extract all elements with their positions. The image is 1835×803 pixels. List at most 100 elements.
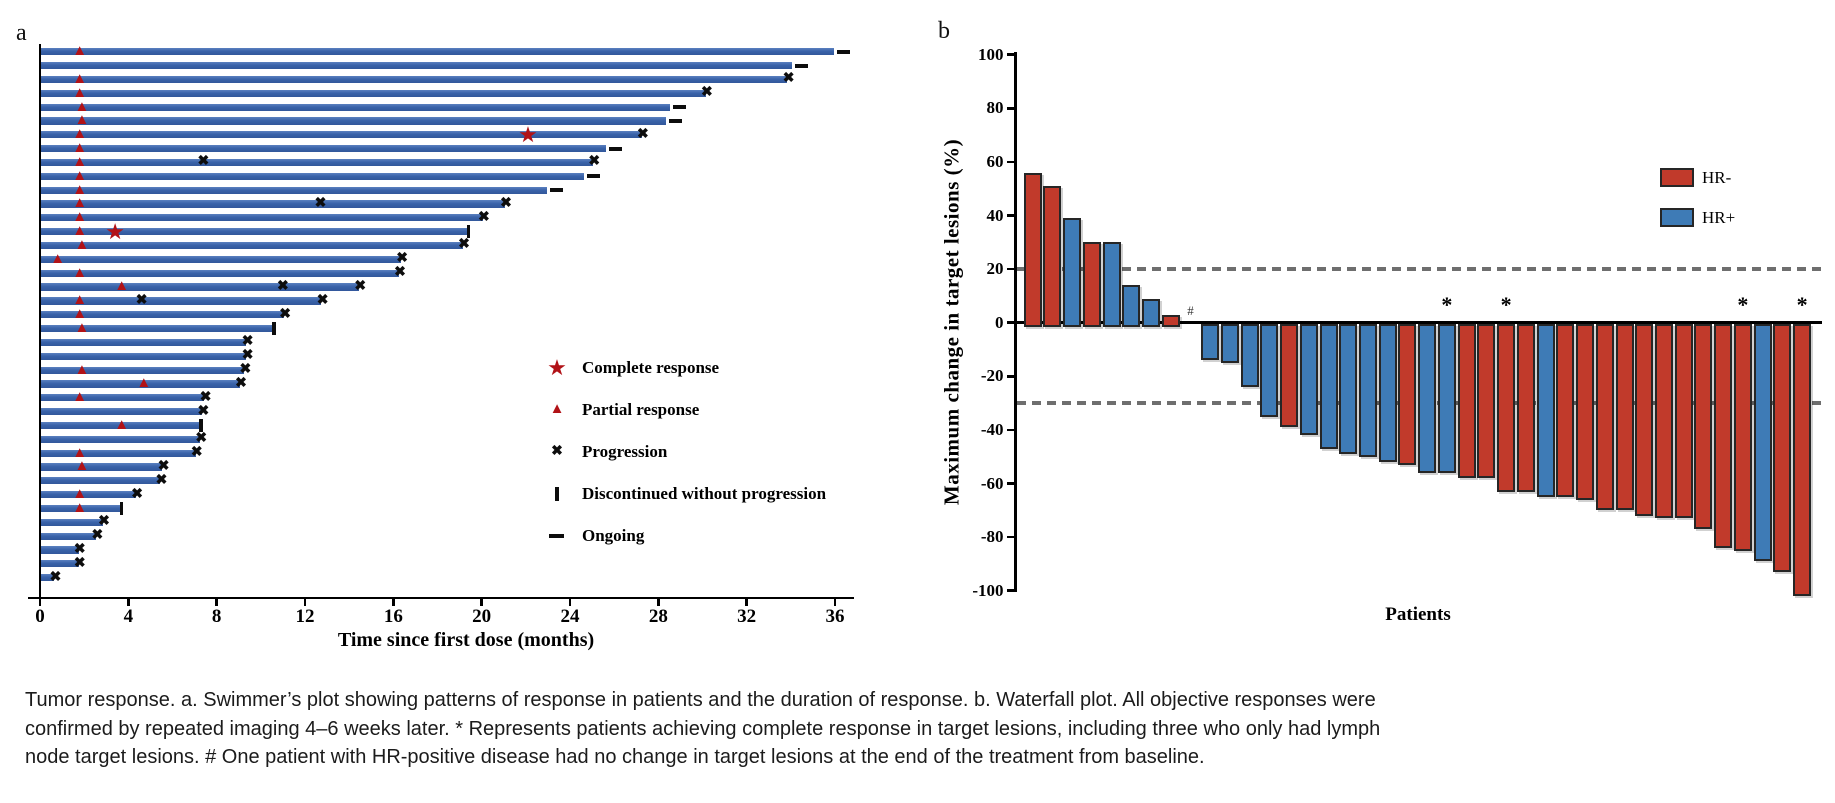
ongoing-marker: [609, 146, 623, 151]
waterfall-y-tick: [1006, 535, 1015, 539]
swimmer-bar: [41, 574, 55, 582]
ongoing-marker: [836, 49, 850, 54]
partial-response-marker: ▲: [74, 112, 90, 129]
progression-marker: ✖: [98, 514, 110, 530]
waterfall-y-tick: [1006, 214, 1015, 217]
partial-response-marker: ▲: [72, 84, 88, 101]
waterfall-bar: [1082, 242, 1101, 327]
partial-response-marker: ▲: [74, 458, 90, 475]
swimmer-bar: [41, 394, 205, 402]
swimmer-bar: [41, 241, 463, 250]
waterfall-bar: [1753, 324, 1772, 562]
partial-response-marker: ▲: [72, 444, 88, 461]
progression-marker: ✖: [394, 265, 406, 281]
partial-response-marker: ▲: [72, 70, 88, 87]
waterfall-y-tick-label: -80: [980, 527, 1004, 547]
progression-marker: ✖: [588, 154, 601, 170]
swimmer-bar: [41, 518, 103, 526]
waterfall-y-tick: [1006, 267, 1015, 271]
complete-response-marker: ★: [105, 218, 125, 244]
progression-marker: ✖: [235, 375, 247, 391]
waterfall-bar: [1457, 324, 1476, 479]
swimmer-bar: [41, 283, 359, 291]
legend-discontinued-bar-icon: [555, 487, 559, 501]
legend-a-item-label: Discontinued without progression: [582, 484, 827, 503]
waterfall-y-tick-label: 0: [995, 312, 1004, 332]
swimmer-bar: [41, 214, 483, 222]
partial-response-marker: ▲: [74, 236, 90, 253]
swimmer-x-tick: [38, 598, 42, 606]
waterfall-bar: [1733, 324, 1752, 551]
waterfall-bar: [1319, 324, 1338, 449]
partial-response-marker: ▲: [114, 416, 130, 433]
swimmer-bar: [41, 463, 163, 471]
waterfall-bar: [1201, 324, 1220, 361]
waterfall-bar: [1595, 324, 1614, 511]
legend-partial-response-triangle-icon: ▲: [549, 401, 565, 417]
waterfall-bar: [1161, 314, 1180, 327]
swimmer-bar: [41, 228, 468, 236]
swimmer-bar: [41, 338, 247, 347]
swimmer-bar: [41, 449, 196, 457]
legend-b-item-label: HR-: [1702, 168, 1732, 187]
legend-b-swatch: [1660, 208, 1694, 227]
legend-b-item-label: HR+: [1702, 208, 1736, 227]
swimmer-bar: [41, 532, 97, 540]
waterfall-bar: [1240, 324, 1259, 388]
waterfall-bar: [1635, 324, 1654, 516]
progression-marker: ✖: [73, 541, 86, 557]
progression-marker: ✖: [131, 486, 144, 502]
waterfall-zero-line: [1016, 321, 1822, 325]
waterfall-bar: [1063, 218, 1082, 327]
progression-marker: ✖: [636, 126, 649, 142]
swimmer-x-tick-label: 8: [211, 605, 222, 627]
ongoing-marker: [668, 118, 682, 124]
swimmer-bar: [41, 186, 547, 194]
progression-marker: ✖: [500, 195, 512, 211]
swimmer-x-tick-label: 36: [825, 605, 845, 627]
partial-response-marker: ▲: [72, 389, 88, 406]
waterfall-y-tick: [1006, 482, 1015, 485]
waterfall-bar: [1793, 324, 1812, 597]
legend-progression-x-icon: ✖: [551, 444, 563, 459]
swimmer-bar: [41, 131, 642, 139]
complete-response-asterisk: *: [1500, 291, 1512, 317]
waterfall-bar: [1576, 324, 1595, 500]
reference-dashed-line: [1016, 267, 1822, 272]
progression-marker: ✖: [197, 154, 210, 170]
swimmer-y-axis: [38, 44, 41, 599]
progression-marker: ✖: [157, 458, 170, 474]
waterfall-bar: [1122, 285, 1141, 327]
waterfall-y-axis: [1014, 52, 1017, 592]
discontinued-marker: [466, 225, 471, 239]
waterfall-bar: [1615, 324, 1634, 511]
swimmer-x-tick-label: 4: [123, 605, 134, 627]
waterfall-bar: [1477, 324, 1496, 479]
swimmer-bar: [41, 48, 834, 56]
swimmer-x-tick: [657, 598, 660, 606]
waterfall-bar: [1339, 324, 1358, 455]
swimmer-x-tick: [127, 598, 130, 606]
swimmer-bar: [41, 504, 121, 513]
swimmer-x-tick: [392, 598, 395, 606]
waterfall-bar: [1497, 324, 1516, 492]
ongoing-marker: [673, 105, 687, 110]
swimmer-bar: [41, 477, 161, 485]
partial-response-marker: ▲: [72, 126, 88, 143]
progression-marker: ✖: [354, 278, 367, 294]
swimmer-x-tick-label: 32: [737, 605, 757, 627]
swimmer-x-tick-label: 20: [472, 605, 492, 627]
partial-response-marker: ▲: [136, 375, 152, 392]
panel-b-label: b: [938, 18, 950, 44]
waterfall-y-tick: [1006, 375, 1015, 378]
waterfall-bar: [1299, 324, 1318, 436]
progression-marker: ✖: [241, 348, 254, 364]
discontinued-marker: [272, 322, 276, 336]
no-change-hash: #: [1187, 302, 1194, 318]
swimmer-bar: [41, 117, 666, 125]
partial-response-marker: ▲: [72, 486, 88, 503]
swimmer-bar: [41, 408, 203, 416]
partial-response-marker: ▲: [74, 361, 90, 378]
swimmer-x-tick: [480, 598, 483, 606]
swimmer-x-tick-label: 16: [383, 605, 403, 627]
